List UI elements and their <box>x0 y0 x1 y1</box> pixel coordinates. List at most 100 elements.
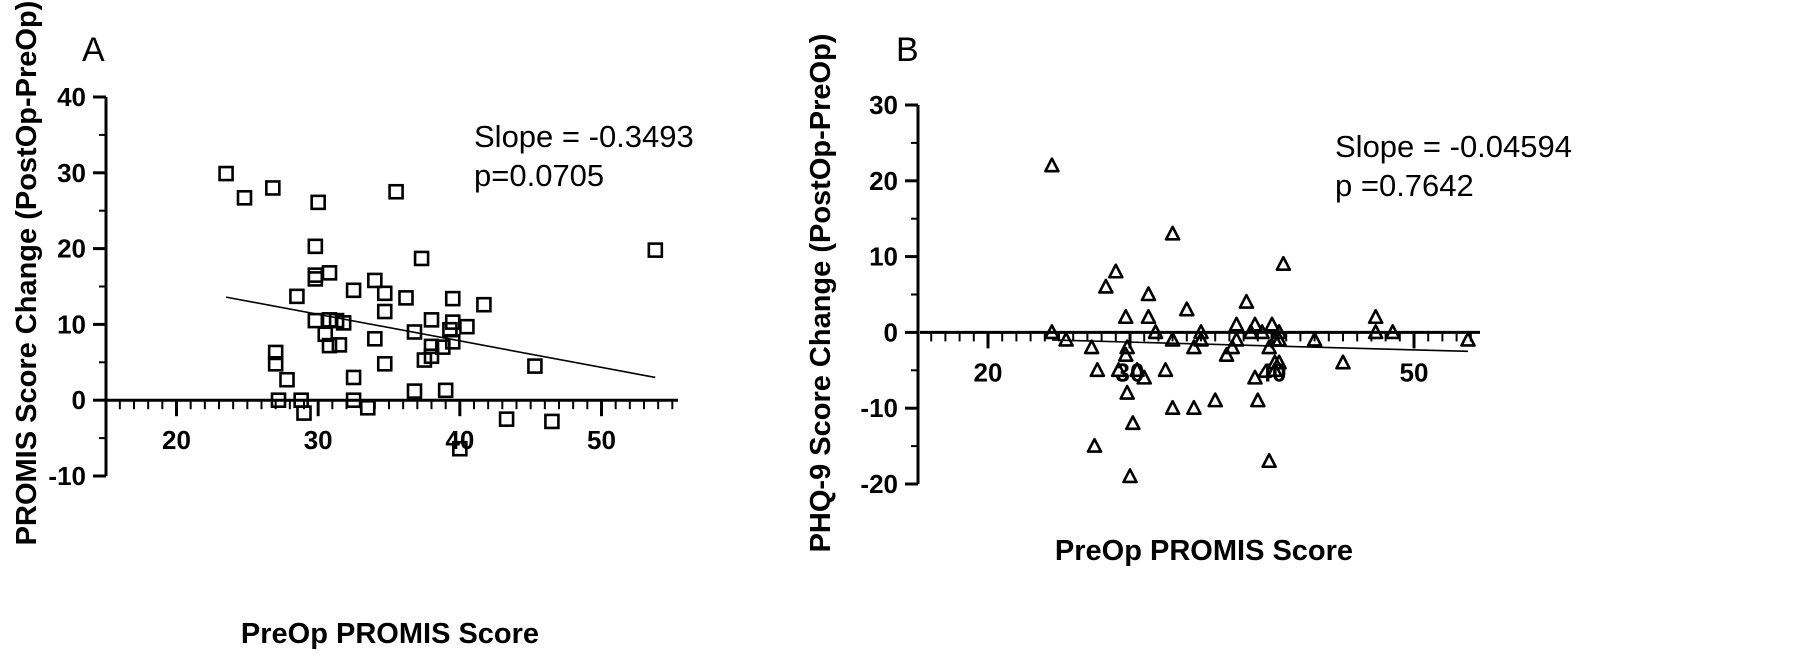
panel-b-data-point <box>1164 225 1181 241</box>
panel-b-data-point <box>1242 324 1259 340</box>
panel-a-data-point <box>307 238 324 255</box>
panel-a-y-axis-title: PROMIS Score Change (PostOp-PreOp) <box>11 1 43 546</box>
panel-a-x-axis-title: PreOp PROMIS Score <box>241 618 539 650</box>
panel-a-data-point <box>265 180 281 196</box>
panel-b-data-point <box>1250 392 1266 408</box>
panel-b-data-point <box>1271 324 1287 340</box>
panel-a-data-point <box>498 411 515 427</box>
panel-b-data-point <box>1086 437 1103 453</box>
panel-b-scatter-chart: B PHQ-9 Score Change (PostOp-PreOp) PreO… <box>805 31 1572 567</box>
panel-b-data-point <box>1238 293 1255 309</box>
panel-b-data-point <box>1119 339 1135 355</box>
panel-a-data-point <box>376 285 393 302</box>
panel-a-data-point <box>423 312 440 328</box>
panel-b-data-point <box>1261 452 1277 469</box>
panel-b-data-point <box>1460 331 1476 347</box>
panel-b-data-point <box>1264 316 1280 332</box>
panel-a-data-point <box>236 190 253 206</box>
panel-a-x-tick-label: 50 <box>587 425 616 455</box>
panel-a-data-point <box>406 324 423 340</box>
panel-a-data-point <box>307 312 324 329</box>
panel-a-data-point <box>647 242 664 258</box>
panel-b-data-point <box>1108 263 1124 279</box>
panel-a-data-point <box>321 265 338 281</box>
panel-b-y-axis-title: PHQ-9 Score Change (PostOp-PreOp) <box>805 34 837 553</box>
panel-b-data-point <box>1140 308 1157 325</box>
panel-b-data-point <box>1193 324 1209 340</box>
panel-a-data-point <box>388 183 404 200</box>
panel-b-data-point <box>1271 331 1287 347</box>
panel-a-data-point <box>218 165 234 182</box>
panel-b-data-point <box>1044 324 1060 340</box>
panel-b-data-point <box>1098 278 1114 294</box>
panel-a-data-point <box>321 337 338 354</box>
panel-a-y-tick-label: 20 <box>57 234 86 264</box>
panel-b-data-point <box>1247 316 1263 332</box>
panel-b-data-point <box>1125 415 1141 431</box>
panel-a-data-point <box>376 303 393 320</box>
panel-a-data-point <box>307 267 324 283</box>
panel-b-data-point <box>1117 308 1134 325</box>
panel-b-x-tick-label: 50 <box>1400 357 1429 387</box>
panel-a-data-point <box>444 334 461 350</box>
panel-b-label: B <box>896 31 919 69</box>
panel-a-data-point <box>307 271 324 287</box>
panel-a-data-point <box>331 337 348 353</box>
panel-b-data-point <box>1179 301 1195 317</box>
panel-a-data-point <box>367 272 383 289</box>
panel-b-data-point <box>1164 331 1181 347</box>
panel-a-data-point <box>527 358 543 374</box>
panel-a-y-tick-label: 30 <box>57 158 86 188</box>
panel-a-data-point <box>317 326 334 343</box>
panel-a-data-point <box>476 296 492 313</box>
panel-a-data-point <box>359 399 376 416</box>
panel-a-data-point <box>345 369 362 386</box>
panel-a-x-tick-label: 20 <box>162 425 191 455</box>
panel-a-label: A <box>82 31 105 69</box>
panel-b-x-axis-title: PreOp PROMIS Score <box>1055 535 1353 567</box>
panel-b-data-point <box>1164 399 1181 416</box>
panel-a-data-point <box>335 315 352 331</box>
panel-a-y-tick-label: 0 <box>72 385 86 415</box>
panel-b-y-tick-label: -20 <box>860 469 898 499</box>
panel-b-data-point <box>1129 361 1145 378</box>
panel-a-y-tick-label: -10 <box>48 461 86 491</box>
panel-a-data-point <box>267 356 284 372</box>
panel-a-scatter-chart: A PROMIS Score Change (PostOp-PreOp) Pre… <box>11 1 694 650</box>
panel-b-data-point <box>1384 324 1401 340</box>
panel-b-data-point <box>1207 392 1223 408</box>
panel-a-x-tick-label: 30 <box>304 425 333 455</box>
panel-a-x-tick-label: 40 <box>445 425 474 455</box>
panel-a-data-point <box>423 348 440 365</box>
panel-a-data-point <box>279 371 295 388</box>
panel-b-y-tick-label: 10 <box>869 242 898 272</box>
panel-a-plot-area: -10 0 10 20 30 40 20 30 40 50 <box>48 82 678 491</box>
panel-b-data-point <box>1367 308 1384 325</box>
panel-b-data-point <box>1186 339 1202 355</box>
panel-b-data-point <box>1228 316 1245 332</box>
panel-b-data-point <box>1247 369 1263 385</box>
panel-b-data-point <box>1119 384 1135 400</box>
panel-a-data-point <box>289 288 305 305</box>
panel-b-data-point <box>1367 324 1384 340</box>
panel-a-data-point <box>367 331 383 347</box>
panel-a-data-point <box>270 392 287 409</box>
panel-b-data-point <box>1083 339 1100 355</box>
panel-b-data-point <box>1140 286 1157 302</box>
panel-b-p-value-annotation: p =0.7642 <box>1335 168 1474 203</box>
panel-a-data-point <box>452 440 468 457</box>
panel-b-data-point <box>1147 324 1164 340</box>
panel-b-y-tick-label: 0 <box>884 317 898 347</box>
panel-b-data-point <box>1117 346 1134 362</box>
panel-a-data-point <box>459 318 475 335</box>
panel-a-data-point <box>423 338 440 355</box>
panel-b-data-point <box>1335 354 1351 370</box>
panel-a-data-point <box>398 290 414 306</box>
panel-b-x-tick-label: 20 <box>974 357 1003 387</box>
panel-b-data-point <box>1089 361 1106 378</box>
panel-a-y-tick-label: 10 <box>57 309 86 339</box>
panel-b-data-point <box>1110 361 1127 378</box>
panel-a-data-point <box>437 382 454 399</box>
